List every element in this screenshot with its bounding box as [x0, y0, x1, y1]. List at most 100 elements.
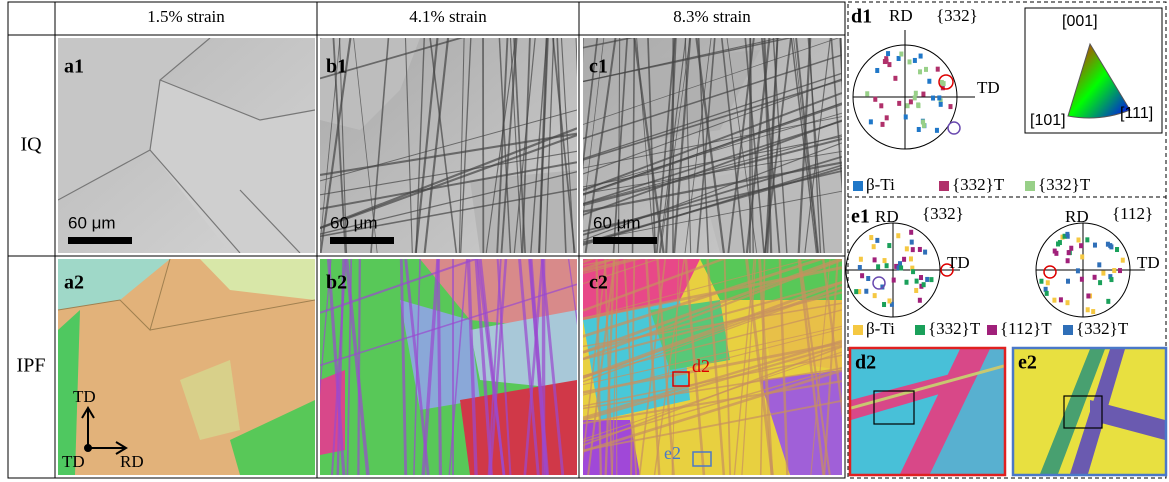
- panel-label: e1: [851, 206, 870, 228]
- pole-point: [904, 114, 908, 119]
- pole-point: [1077, 237, 1081, 242]
- ipf-image: [58, 259, 315, 475]
- highlight: [948, 122, 960, 134]
- pole-point: [881, 122, 885, 127]
- pole-point: [918, 69, 922, 74]
- pole-point: [864, 289, 868, 294]
- pole-point: [1045, 291, 1049, 296]
- pole-label: RD: [889, 6, 913, 25]
- pole-point: [1097, 262, 1101, 267]
- pole-point: [873, 257, 877, 262]
- band: [577, 38, 583, 253]
- column-header: 4.1% strain: [409, 7, 487, 26]
- pole-point: [924, 67, 928, 72]
- pole-point: [908, 59, 912, 64]
- pole-point: [1109, 277, 1113, 282]
- pole-point: [937, 95, 941, 100]
- ipf-image: [313, 224, 599, 475]
- pole-point: [860, 273, 864, 278]
- pole-point: [859, 257, 863, 262]
- pole-point: [893, 76, 897, 81]
- pole-point: [1101, 271, 1105, 276]
- pole-label: TD: [947, 253, 970, 272]
- pole-point: [1079, 243, 1083, 248]
- panel-label: c1: [589, 56, 608, 78]
- pole-point: [918, 247, 922, 252]
- pole-point: [1121, 258, 1125, 263]
- legend-swatch: [939, 181, 949, 191]
- pole-points: [865, 51, 952, 133]
- pole-point: [885, 115, 889, 120]
- pole-point: [1118, 268, 1122, 273]
- pole-point: [886, 51, 890, 56]
- pole-point: [1109, 244, 1113, 249]
- legend-swatch: [853, 181, 863, 191]
- pole-point: [1066, 258, 1070, 263]
- legend-entry: {332}T: [928, 319, 981, 338]
- pole-point: [919, 54, 923, 59]
- pole-point: [879, 103, 883, 108]
- pole-label: TD: [1137, 253, 1160, 272]
- pole-label: RD: [1065, 207, 1089, 226]
- pole-point: [902, 257, 906, 262]
- pole-point: [1093, 243, 1097, 248]
- pole-point: [910, 240, 914, 245]
- panel-label: e2: [1018, 352, 1037, 374]
- legend: β-Ti{332}T{332}T: [853, 175, 1091, 194]
- pole-point: [885, 263, 889, 268]
- key-label: [001]: [1062, 13, 1098, 30]
- pole-figure: [853, 30, 975, 149]
- legend-entry: {112}T: [1000, 319, 1052, 338]
- pole-point: [914, 91, 918, 96]
- pole-point: [922, 282, 926, 287]
- legend-swatch: [987, 325, 997, 335]
- pole-point: [909, 256, 913, 261]
- legend-entry: β-Ti: [866, 175, 895, 194]
- pole-point: [942, 81, 946, 86]
- legend-entry: {332}T: [1038, 175, 1091, 194]
- column-header: 8.3% strain: [673, 7, 751, 26]
- row-header: IPF: [17, 355, 46, 377]
- pole-label: RD: [875, 207, 899, 226]
- pole-point: [918, 298, 922, 303]
- pole-point: [898, 261, 902, 266]
- pole-point: [1080, 277, 1084, 282]
- pole-label: {332}: [936, 6, 978, 25]
- pole-point: [887, 243, 891, 248]
- pole-point: [923, 250, 927, 255]
- pole-label: {332}: [922, 204, 964, 223]
- pole-point: [896, 233, 900, 238]
- pole-point: [911, 269, 915, 274]
- pole-point: [1086, 293, 1090, 298]
- pole-point: [1106, 299, 1110, 304]
- pole-point: [936, 67, 940, 72]
- pole-points: [854, 230, 1125, 314]
- legend: β-Ti{332}T{112}T{332}T: [853, 319, 1129, 338]
- pole-point: [1085, 237, 1089, 242]
- row-header: IQ: [20, 134, 42, 156]
- panel-label: b2: [326, 272, 347, 294]
- pole-point: [1080, 254, 1084, 259]
- pole-point: [935, 128, 939, 133]
- panel-label: b1: [326, 56, 347, 78]
- pole-point: [873, 97, 877, 102]
- column-header: 1.5% strain: [147, 7, 225, 26]
- pole-point: [899, 265, 903, 270]
- pole-point: [921, 92, 925, 97]
- panel-label: d2: [855, 352, 876, 374]
- pole-point: [1067, 250, 1071, 255]
- pole-point: [913, 58, 917, 63]
- pole-point: [948, 104, 952, 109]
- key-label: [101]: [1030, 112, 1066, 129]
- pole-point: [919, 275, 923, 280]
- pole-point: [917, 127, 921, 132]
- pole-point: [1069, 246, 1073, 251]
- pole-point: [883, 258, 887, 263]
- pole-point: [865, 91, 869, 96]
- pole-point: [876, 264, 880, 269]
- pole-point: [875, 238, 879, 243]
- pole-point: [887, 298, 891, 303]
- pole-point: [1059, 297, 1063, 302]
- pole-point: [913, 95, 917, 100]
- pole-point: [869, 119, 873, 124]
